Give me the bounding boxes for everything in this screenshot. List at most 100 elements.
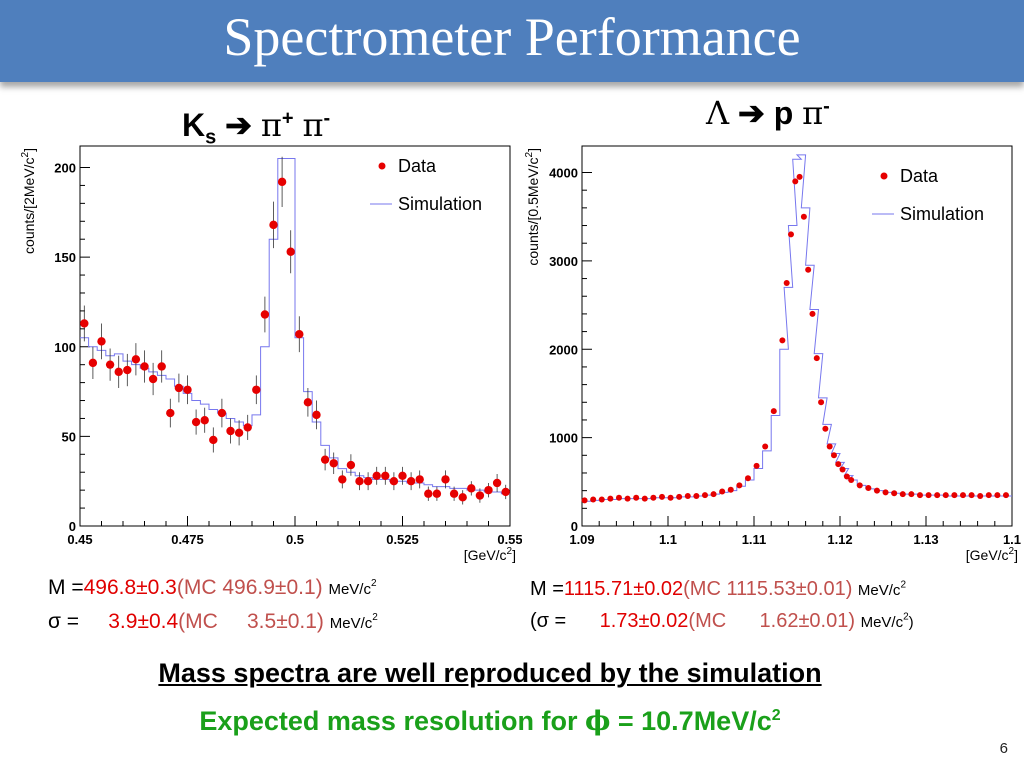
conclusion-exp: 2 [771,707,781,724]
data-point [783,279,790,286]
data-point [818,399,825,406]
data-point [458,493,467,502]
data-point [753,462,760,469]
pion-plus-charge: + [281,107,294,130]
mass-mc-value: (MC 496.9±0.1) [176,576,323,599]
data-point [615,494,622,501]
x-tick-label: 1.11 [742,532,767,547]
data-point [843,473,850,480]
data-point [484,485,493,495]
x-axis-unit: [GeV/c2] [966,546,1018,563]
conclusion-main: Mass spectra are well reproduced by the … [158,658,822,688]
data-point [658,493,665,500]
data-point [183,385,192,394]
data-point [676,493,683,500]
pion-minus-charge: - [323,107,331,130]
y-tick-label: 0 [571,519,578,534]
data-point [80,319,89,328]
data-point [770,408,777,415]
data-point [217,408,227,418]
data-point [848,477,855,484]
data-point [813,355,820,362]
left-sigma-result: σ = 3.9±0.4(MC 3.5±0.1) MeV/c2 [48,610,378,634]
data-point [787,231,794,238]
data-point [166,408,175,418]
right-mass-result: M =1115.71±0.02(MC 1115.53±0.01) MeV/c2 [530,578,906,601]
title-band [0,0,1024,82]
data-point [624,495,631,502]
data-point [908,491,915,498]
data-point [633,494,640,501]
mass-unit: MeV/c [328,581,371,598]
y-tick-label: 4000 [549,166,578,181]
data-point [286,247,295,256]
data-point [839,466,846,473]
data-point [792,178,799,185]
data-point [641,495,648,502]
data-point [492,478,502,488]
data-point [727,486,734,493]
sigma-mc-value: (MC 3.5±0.1) [178,610,324,633]
data-point [389,476,399,486]
legend-data-label: Data [398,156,437,176]
data-point [200,416,209,425]
data-point [882,489,889,496]
data-point [226,426,235,436]
sigma-label: (σ = [530,610,567,632]
data-point [346,460,356,470]
data-point [891,490,898,497]
proton-symbol: p [773,95,794,131]
data-point [873,487,880,494]
data-point [951,492,958,499]
data-point [598,496,605,503]
data-point [260,310,270,319]
mass-label: M = [530,578,564,600]
sigma-label: σ = [48,610,80,633]
sigma-value: 3.9±0.4 [108,610,179,633]
data-point [277,177,287,187]
chart-legend: Data Simulation [872,166,984,224]
data-point [329,459,338,468]
x-tick-label: 0.525 [386,532,419,547]
data-point [856,482,863,489]
data-point [865,485,872,491]
data-point [191,417,201,427]
data-point [123,365,132,375]
legend-data-label: Data [900,166,939,186]
data-point [744,475,751,482]
data-point [719,488,726,495]
data-point [994,492,1001,499]
mass-unit-exp: 2 [370,578,377,589]
arrow-icon: ➔ [738,95,765,131]
x-tick-label: 1.12 [827,532,852,547]
data-point [710,491,717,498]
mass-value: 496.8±0.3 [83,576,177,599]
simulation-series-line [80,158,510,495]
x-tick-label: 1.1 [1003,532,1021,547]
data-point [822,425,829,432]
chart-0: 0 50 100 150 200 0.45 0.475 0.5 0.525 0.55[GeV/c2… [20,145,522,563]
right-sigma-result: (σ = 1.73±0.02(MC 1.62±0.01) MeV/c2) [530,610,914,633]
y-tick-label: 0 [69,519,76,534]
lambda-symbol: Λ [706,94,730,132]
data-point [650,494,657,501]
legend-data-marker [378,162,386,170]
sigma-unit-exp: 2 [903,611,909,623]
pion-plus-symbol: π [260,106,282,144]
data-point [796,173,803,180]
data-point [320,455,330,464]
data-point [441,475,450,484]
data-point [140,362,149,371]
data-point [925,492,932,499]
left-mass-result: M =496.8±0.3(MC 496.9±0.1) MeV/c2 [48,576,377,600]
sigma-unit: MeV/c [329,615,373,632]
mass-unit: MeV/c [857,582,901,599]
data-point [779,337,786,344]
y-tick-label: 3000 [549,254,578,269]
data-point [114,367,123,377]
x-tick-label: 1.13 [913,532,938,547]
data-point [684,492,691,499]
right-reaction-label: Λ ➔ p π- [706,94,830,132]
y-tick-label: 50 [62,429,76,444]
